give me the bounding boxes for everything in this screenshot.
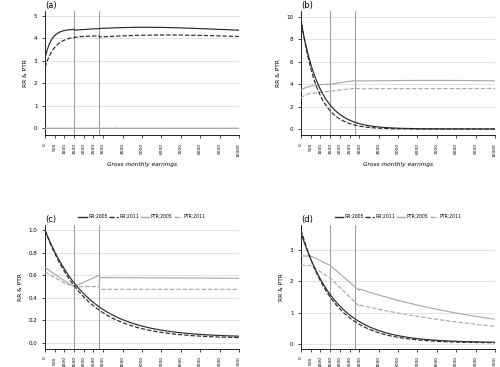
Legend: RR:2005, RR:2011, PTR:2005, PTR:2011: RR:2005, RR:2011, PTR:2005, PTR:2011 <box>78 214 206 219</box>
Text: (c): (c) <box>45 215 56 224</box>
Text: (a): (a) <box>45 1 56 10</box>
Y-axis label: RR & PTR: RR & PTR <box>18 273 23 301</box>
Y-axis label: RR & PTR: RR & PTR <box>276 59 281 87</box>
Y-axis label: RR & PTR: RR & PTR <box>280 273 284 301</box>
Text: (d): (d) <box>301 215 313 224</box>
Text: (b): (b) <box>301 1 313 10</box>
X-axis label: Gross monthly earnings: Gross monthly earnings <box>107 162 177 167</box>
Y-axis label: RR & PTR: RR & PTR <box>24 59 28 87</box>
Legend: RR:2005, RR:2011, PTR:2005, PTR:2011: RR:2005, RR:2011, PTR:2005, PTR:2011 <box>334 214 462 219</box>
X-axis label: Gross monthly earnings: Gross monthly earnings <box>363 162 433 167</box>
